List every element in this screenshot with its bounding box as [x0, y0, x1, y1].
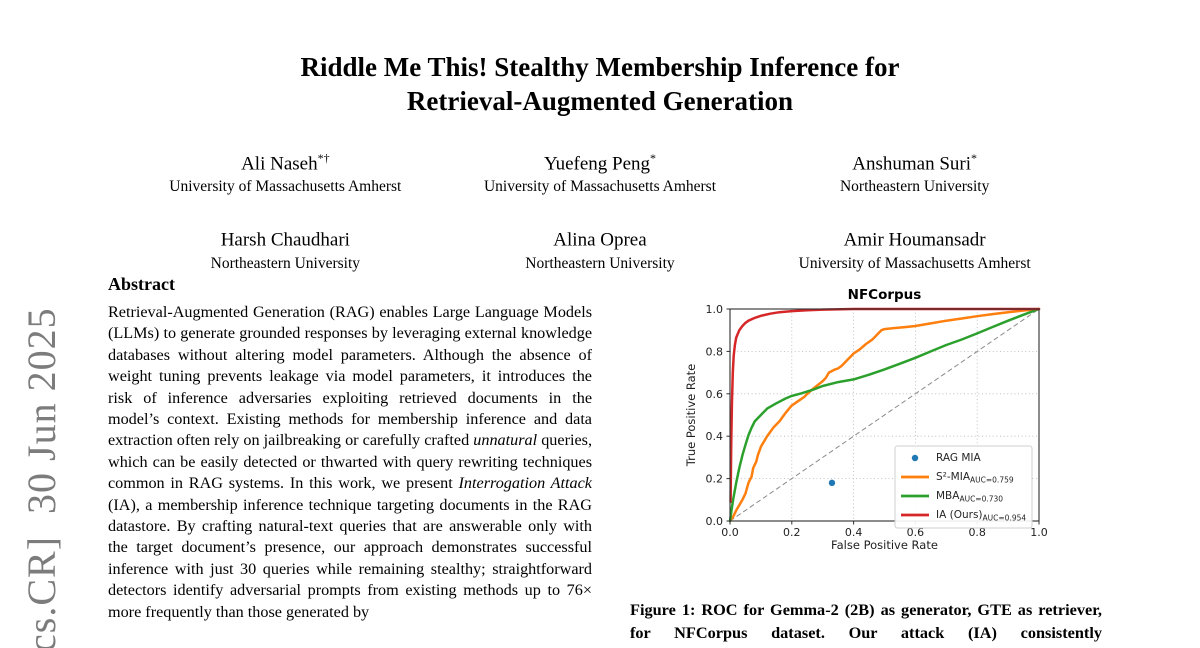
author-block: Anshuman Suri* Northeastern University [757, 147, 1072, 196]
tick-label-y: 0.4 [705, 430, 723, 443]
author-affiliation: University of Massachusetts Amherst [798, 254, 1031, 272]
series-S²-MIA [728, 307, 1040, 523]
legend-box [894, 445, 1032, 529]
tick-label-x: 0.4 [844, 526, 862, 539]
author-name: Anshuman Suri* [852, 151, 978, 175]
abstract-text: Retrieval-Augmented Generation (RAG) ena… [108, 303, 593, 621]
roc-chart: 0.0 0.2 0.4 0.6 0.8 1.0 0.0 0.2 0.4 0.6 0.8 1.0 Fals… [684, 287, 1048, 552]
figure-caption: Figure 1: ROC for Gemma-2 (2B) as genera… [630, 600, 1102, 642]
author-block: Amir Houmansadr University of Massachuse… [757, 223, 1072, 272]
legend-label-RAG MIA: RAG MIA [936, 452, 981, 464]
author-marks: * [971, 151, 978, 165]
legend-marker-RAG MIA [911, 454, 918, 462]
scatter-RAG MIA [828, 479, 835, 487]
author-block: Harsh Chaudhari Northeastern University [128, 223, 443, 272]
x-axis-label: False Positive Rate [831, 538, 938, 552]
tick-label-y: 0.2 [705, 473, 723, 486]
author-affiliation: Northeastern University [210, 254, 361, 272]
author-affiliation: Northeastern University [839, 178, 990, 196]
author-block: Ali Naseh*† University of Massachusetts … [128, 147, 443, 196]
tick-label-x: 0.8 [968, 526, 986, 539]
tick-label-x: 0.2 [783, 526, 801, 539]
tick-label-y: 0.8 [705, 345, 723, 358]
tick-label-x: 0.0 [721, 526, 739, 539]
series-MBA [728, 307, 1040, 523]
plot-border [728, 308, 1040, 522]
author-name: Ali Naseh*† [241, 151, 330, 175]
author-name: Harsh Chaudhari [220, 229, 350, 251]
figure-1: 0.0 0.2 0.4 0.6 0.8 1.0 0.0 0.2 0.4 0.6 0.8 1.0 Fals… [630, 284, 1102, 644]
author-name: Yuefeng Peng* [543, 151, 657, 175]
author-block: Yuefeng Peng* University of Massachusett… [443, 147, 758, 196]
author-block: Alina Oprea Northeastern University [443, 223, 758, 272]
abstract-heading: Abstract [108, 274, 175, 294]
tick-label-y: 0.6 [705, 388, 723, 401]
title-block: Riddle Me This! Stealthy Membership Infe… [0, 50, 1200, 118]
y-axis-label: True Positive Rate [684, 364, 698, 467]
tick-label-y: 0.0 [705, 515, 723, 528]
author-marks: * [650, 151, 657, 165]
author-marks: *† [317, 151, 330, 165]
paper-title-line1: Riddle Me This! Stealthy Membership Infe… [300, 52, 900, 82]
author-name: Amir Houmansadr [843, 229, 986, 251]
paper-title-line2: Retrieval-Augmented Generation [406, 86, 794, 116]
author-name: Alina Oprea [553, 229, 647, 251]
author-affiliation: University of Massachusetts Amherst [483, 178, 717, 196]
chart-title: NFCorpus [847, 287, 921, 303]
paper-title: Riddle Me This! Stealthy Membership Infe… [0, 50, 1200, 118]
abstract-section: Abstract Retrieval-Augmented Generation … [108, 274, 592, 623]
tick-label-y: 1.0 [705, 303, 723, 316]
author-grid: Ali Naseh*† University of Massachusetts … [128, 147, 1072, 273]
author-affiliation: University of Massachusetts Amherst [169, 178, 402, 196]
tick-label-x: 0.6 [906, 526, 924, 539]
author-affiliation: Northeastern University [525, 254, 675, 272]
chance-diagonal [729, 308, 1039, 522]
series-IA (Ours) [728, 307, 1040, 504]
tick-label-x: 1.0 [1030, 526, 1048, 539]
arxiv-watermark: cs.CR] 30 Jun 2025 [19, 307, 64, 648]
